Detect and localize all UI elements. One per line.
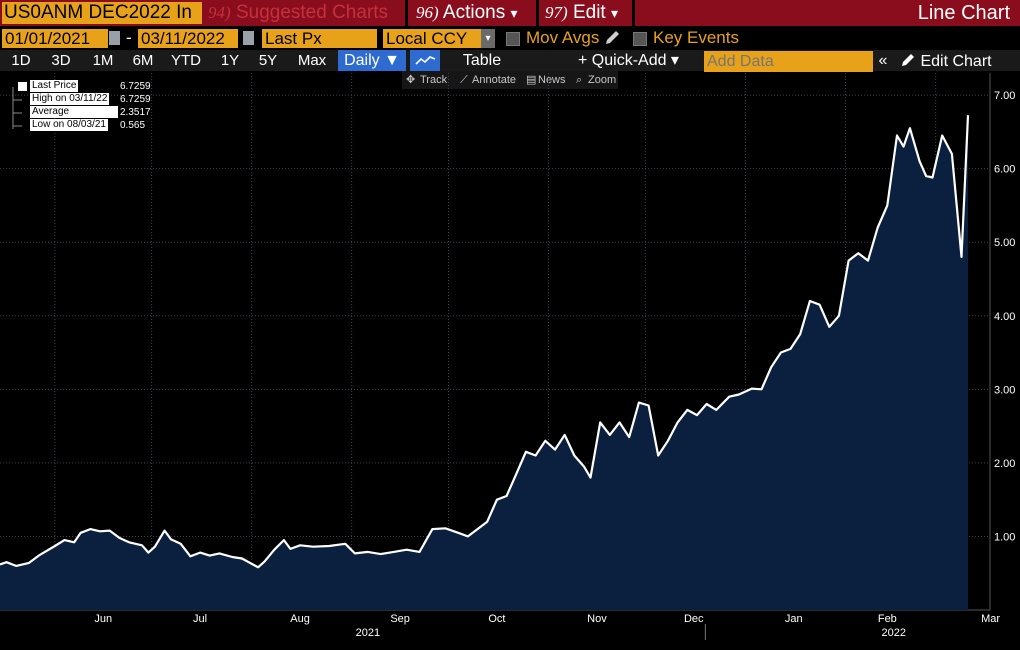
frequency-select[interactable]: Daily ▼ bbox=[338, 50, 406, 71]
mov-avgs-label: Mov Avgs bbox=[526, 28, 600, 47]
period-button-3d[interactable]: 3D bbox=[51, 52, 71, 69]
actions-number: 96) bbox=[416, 3, 439, 22]
year-label: 2021 bbox=[356, 627, 380, 639]
period-button-1y[interactable]: 1Y bbox=[220, 52, 240, 69]
date-separator: - bbox=[126, 28, 132, 47]
chart-legend: Last Price 6.7259 High on 03/11/22 6.725… bbox=[8, 80, 158, 136]
mov-avgs-checkbox[interactable] bbox=[506, 32, 520, 46]
pencil-icon[interactable] bbox=[603, 28, 623, 48]
legend-value: 2.3517 bbox=[120, 107, 151, 118]
edit-chart-button[interactable]: Edit Chart bbox=[900, 50, 992, 71]
legend-tree-lines bbox=[12, 87, 22, 129]
ticker-field[interactable]: US0ANM DEC2022 In bbox=[2, 2, 202, 24]
chart-tools: ✥ Track ⟋ Annotate ▤ News ⌕ Zoom bbox=[402, 71, 618, 89]
edit-menu[interactable]: 97) Edit ▾ bbox=[545, 0, 618, 26]
actions-label: Actions bbox=[442, 2, 506, 23]
y-tick-label: 6.00 bbox=[994, 164, 1015, 176]
key-events-label: Key Events bbox=[653, 28, 739, 47]
edit-chart-label: Edit Chart bbox=[920, 53, 992, 70]
legend-label: Low on 08/03/21 bbox=[30, 119, 108, 131]
x-tick-label: Jun bbox=[94, 613, 112, 625]
menu-divider bbox=[536, 0, 539, 26]
suggested-charts-label: Suggested Charts bbox=[235, 2, 389, 23]
x-tick-label: Nov bbox=[587, 613, 607, 625]
news-button[interactable]: News bbox=[538, 74, 566, 86]
calendar-icon[interactable] bbox=[243, 31, 254, 45]
annotate-button[interactable]: Annotate bbox=[472, 74, 517, 86]
y-tick-label: 3.00 bbox=[994, 384, 1015, 396]
x-tick-label: Sep bbox=[390, 613, 410, 625]
legend-item-last-price: Last Price 6.7259 bbox=[8, 80, 158, 93]
legend-value: 6.7259 bbox=[120, 81, 151, 92]
y-tick-label: 4.00 bbox=[994, 311, 1015, 323]
track-button[interactable]: Track bbox=[420, 74, 448, 86]
y-tick-label: 7.00 bbox=[994, 90, 1015, 102]
annotate-icon[interactable]: ⟋ bbox=[460, 74, 468, 86]
period-button-6m[interactable]: 6M bbox=[132, 52, 154, 69]
collapse-button[interactable]: « bbox=[878, 52, 888, 69]
period-button-max[interactable]: Max bbox=[297, 52, 327, 69]
menu-divider bbox=[632, 0, 635, 26]
suggested-charts-menu[interactable]: 94) Suggested Charts bbox=[208, 0, 388, 26]
y-tick-label: 5.00 bbox=[994, 237, 1015, 249]
x-tick-label: Feb bbox=[878, 613, 897, 625]
price-area bbox=[0, 115, 968, 610]
start-date-field[interactable]: 01/01/2021 bbox=[2, 29, 108, 48]
edit-number: 97) bbox=[545, 3, 568, 22]
legend-label: Last Price bbox=[30, 80, 79, 92]
x-tick-label: Aug bbox=[290, 613, 310, 625]
zoom-icon[interactable]: ⌕ bbox=[576, 74, 583, 86]
dropdown-icon: ▾ bbox=[610, 5, 619, 21]
legend-item-average: Average 2.3517 bbox=[8, 106, 158, 119]
legend-value: 6.7259 bbox=[120, 94, 151, 105]
dropdown-icon[interactable]: ▾ bbox=[481, 29, 495, 48]
x-tick-label: Dec bbox=[684, 613, 704, 625]
chart-type-title: Line Chart bbox=[917, 2, 1010, 24]
legend-item-high: High on 03/11/22 6.7259 bbox=[8, 93, 158, 106]
line-chart-icon[interactable] bbox=[410, 50, 440, 71]
quick-add-button[interactable]: + Quick-Add ▾ bbox=[578, 52, 679, 69]
currency-select[interactable]: Local CCY bbox=[383, 29, 481, 48]
news-icon[interactable]: ▤ bbox=[526, 74, 537, 86]
x-tick-label: Mar bbox=[981, 613, 1000, 625]
table-button[interactable]: Table bbox=[462, 52, 502, 69]
key-events-checkbox[interactable] bbox=[633, 32, 647, 46]
period-button-5y[interactable]: 5Y bbox=[258, 52, 278, 69]
y-tick-label: 1.00 bbox=[994, 531, 1015, 543]
calendar-icon[interactable] bbox=[109, 31, 120, 45]
suggested-charts-number: 94) bbox=[208, 3, 231, 22]
zoom-button[interactable]: Zoom bbox=[588, 74, 617, 86]
x-tick-label: Jul bbox=[193, 613, 207, 625]
y-tick-label: 2.00 bbox=[994, 458, 1015, 470]
legend-label: Average bbox=[30, 106, 118, 118]
edit-label: Edit bbox=[572, 2, 606, 23]
add-data-input[interactable] bbox=[704, 51, 873, 72]
period-button-ytd[interactable]: YTD bbox=[171, 52, 201, 69]
x-tick-label: Oct bbox=[488, 613, 505, 625]
track-icon[interactable]: ✥ bbox=[406, 74, 416, 86]
dropdown-icon: ▾ bbox=[510, 5, 518, 21]
legend-item-low: Low on 08/03/21 0.565 bbox=[8, 119, 158, 132]
end-date-field[interactable]: 03/11/2022 bbox=[138, 29, 238, 48]
period-button-1m[interactable]: 1M bbox=[92, 52, 114, 69]
legend-label: High on 03/11/22 bbox=[30, 93, 110, 105]
actions-menu[interactable]: 96) Actions ▾ bbox=[416, 0, 518, 26]
pencil-icon bbox=[902, 54, 914, 66]
menu-divider bbox=[405, 0, 408, 26]
x-tick-label: Jan bbox=[785, 613, 803, 625]
legend-value: 0.565 bbox=[120, 120, 146, 131]
legend-swatch bbox=[18, 82, 27, 91]
price-field-select[interactable]: Last Px bbox=[262, 29, 377, 48]
year-label: 2022 bbox=[882, 627, 906, 639]
period-button-1d[interactable]: 1D bbox=[11, 52, 31, 69]
price-line bbox=[0, 115, 970, 569]
